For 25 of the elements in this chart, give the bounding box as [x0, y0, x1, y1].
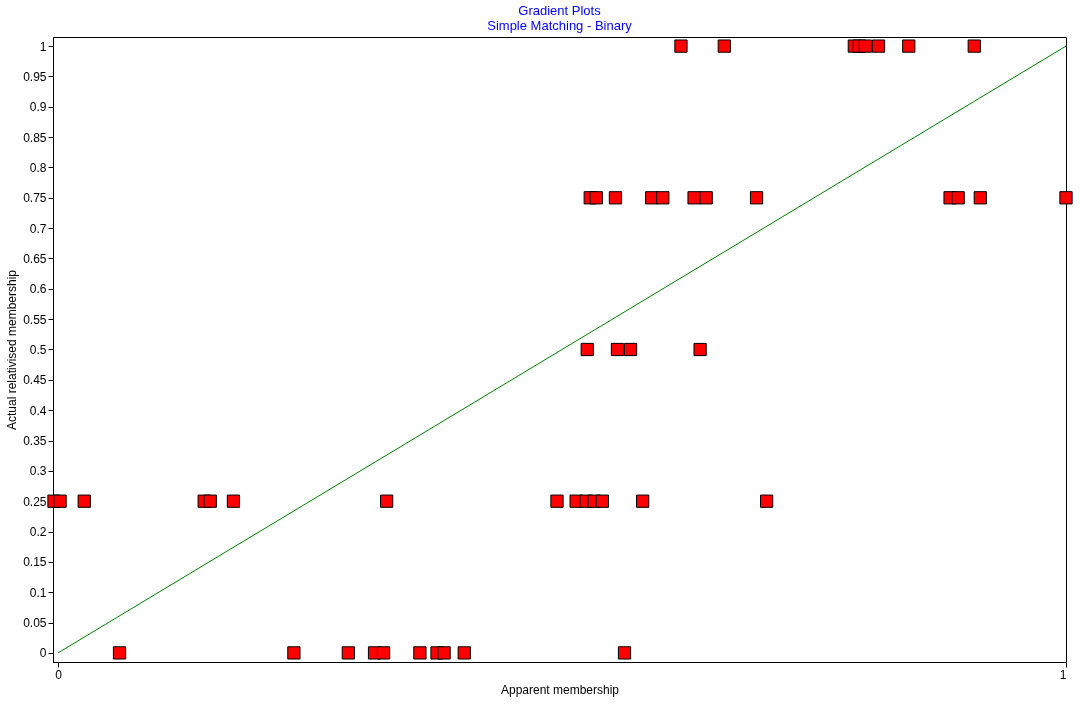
y-tick-label: 0 — [39, 646, 47, 661]
y-axis-title: Actual relativised membership — [5, 269, 20, 431]
y-tick-label: 0.45 — [23, 373, 47, 388]
y-tick-label: 0.25 — [23, 494, 47, 509]
y-tick-label: 0.4 — [29, 403, 47, 418]
y-tick-label: 0.35 — [23, 434, 47, 449]
y-tick-label: 0.3 — [29, 464, 47, 479]
y-tick-label: 0.7 — [29, 221, 47, 236]
y-tick-label: 0.1 — [29, 585, 47, 600]
y-tick-label: 0.65 — [23, 251, 47, 266]
y-tick-label: 1 — [39, 39, 47, 54]
chart-subtitle: Simple Matching - Binary — [487, 18, 633, 33]
chart-title: Gradient Plots — [518, 3, 602, 18]
y-tick-label: 0.2 — [29, 525, 47, 540]
x-axis-title: Apparent membership — [500, 682, 620, 697]
y-tick-label: 0.6 — [29, 282, 47, 297]
y-tick-label: 0.9 — [29, 100, 47, 115]
y-tick-label: 0.8 — [29, 160, 47, 175]
y-tick-label: 0.75 — [23, 191, 47, 206]
y-tick-label: 0.95 — [23, 69, 47, 84]
y-tick-label: 0.85 — [23, 130, 47, 145]
y-tick-label: 0.55 — [23, 312, 47, 327]
y-tick-label: 0.15 — [23, 555, 47, 570]
y-tick-label: 0.05 — [23, 616, 47, 631]
y-tick-label: 0.5 — [29, 343, 47, 357]
